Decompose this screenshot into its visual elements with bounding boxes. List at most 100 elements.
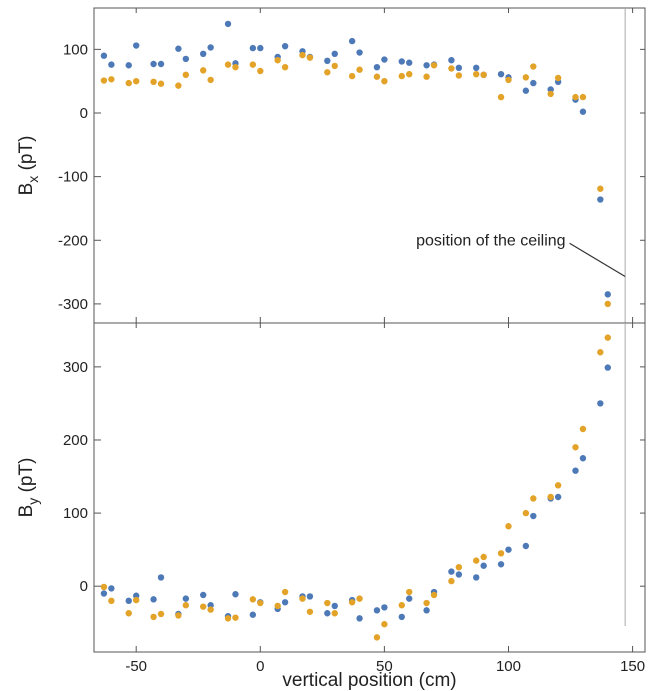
- bx-point-series-1: [423, 62, 430, 69]
- bx-point-series-2: [356, 66, 363, 73]
- bx-point-series-2: [373, 73, 381, 80]
- by-point-series-2: [597, 349, 604, 356]
- bx-point-series-1: [132, 42, 140, 49]
- by-point-series-2: [604, 334, 611, 341]
- by-point-series-2: [530, 495, 537, 502]
- by-point-series-2: [547, 493, 554, 501]
- x-tick-label: 100: [496, 658, 521, 675]
- by-point-series-1: [306, 593, 314, 600]
- bx-point-series-1: [356, 49, 363, 56]
- by-point-series-2: [182, 602, 190, 609]
- by-point-series-2: [497, 550, 505, 557]
- bx-point-series-1: [473, 64, 480, 72]
- by-point-series-1: [448, 568, 455, 575]
- bx-point-series-1: [100, 52, 108, 59]
- x-axis-title: vertical position (cm): [282, 670, 456, 691]
- bx-point-series-2: [281, 63, 289, 71]
- bx-point-series-2: [249, 61, 257, 68]
- by-point-series-2: [505, 523, 512, 530]
- bx-point-series-1: [348, 37, 356, 45]
- bx-point-series-1: [331, 50, 338, 58]
- by-point-series-2: [125, 610, 132, 617]
- bx-ytick-label: 100: [63, 41, 88, 58]
- by-point-series-1: [331, 602, 338, 610]
- by-point-series-1: [200, 591, 207, 599]
- bx-point-series-2: [175, 82, 182, 89]
- by-point-series-2: [455, 563, 463, 571]
- bx-point-series-1: [224, 20, 232, 28]
- by-point-series-2: [157, 610, 165, 618]
- bx-point-series-1: [175, 45, 182, 52]
- by-point-series-1: [572, 467, 579, 474]
- bx-point-series-1: [324, 57, 331, 65]
- bx-point-series-1: [579, 108, 587, 115]
- bx-point-series-1: [522, 87, 530, 94]
- by-point-series-1: [207, 602, 214, 609]
- by-point-series-2: [274, 602, 281, 610]
- bx-point-series-2: [497, 93, 505, 101]
- bx-ylabel: Bx (pT): [16, 136, 41, 196]
- by-point-series-1: [157, 574, 165, 581]
- bx-point-series-2: [406, 70, 413, 78]
- bx-point-series-2: [324, 69, 331, 76]
- by-point-series-2: [224, 615, 232, 622]
- by-point-series-2: [281, 588, 289, 596]
- bx-ytick-label: -200: [58, 232, 88, 249]
- by-ytick-label: 0: [80, 578, 88, 595]
- by-ytick-label: 100: [63, 505, 88, 522]
- bx-ytick-label: 0: [80, 105, 88, 122]
- by-point-series-2: [100, 583, 108, 591]
- by-point-series-2: [398, 602, 405, 609]
- bx-point-series-2: [200, 67, 207, 74]
- bx-point-series-2: [455, 72, 463, 79]
- by-point-series-1: [522, 542, 530, 550]
- bx-point-series-1: [200, 50, 207, 58]
- bx-point-series-1: [381, 56, 388, 63]
- bx-point-series-2: [430, 62, 438, 69]
- bx-point-series-2: [100, 77, 108, 84]
- bx-point-series-2: [125, 79, 132, 87]
- by-point-series-1: [554, 493, 562, 501]
- x-tick-label: 0: [256, 658, 264, 675]
- bx-point-series-2: [604, 300, 611, 308]
- bx-point-series-1: [448, 56, 455, 64]
- by-panel: 300 200 100 0 By (pT): [16, 322, 646, 653]
- by-point-series-2: [579, 425, 587, 433]
- by-point-series-1: [373, 607, 381, 614]
- by-point-series-2: [175, 612, 182, 619]
- by-point-series-2: [430, 591, 438, 599]
- by-point-series-1: [182, 595, 190, 602]
- bx-frame: [93, 7, 646, 324]
- by-ylabel: By (pT): [16, 458, 41, 518]
- by-point-series-2: [299, 595, 306, 602]
- by-point-series-2: [448, 577, 455, 585]
- bx-point-series-2: [157, 80, 165, 87]
- bx-point-series-2: [480, 71, 487, 79]
- x-tick-label: 50: [376, 658, 393, 675]
- bx-point-series-1: [547, 86, 554, 93]
- by-point-series-1: [597, 400, 604, 407]
- by-point-series-2: [207, 606, 214, 613]
- bx-point-series-1: [182, 55, 190, 63]
- by-point-series-1: [406, 595, 413, 602]
- by-point-series-2: [108, 597, 115, 605]
- bx-point-series-2: [348, 72, 356, 80]
- bx-point-series-1: [125, 62, 132, 69]
- bx-point-series-2: [547, 90, 554, 98]
- bx-point-series-2: [579, 93, 587, 101]
- bx-point-series-2: [423, 73, 430, 80]
- bx-point-series-1: [597, 196, 604, 203]
- by-point-series-1: [324, 610, 331, 617]
- bx-point-series-1: [530, 79, 537, 87]
- by-ytick-label: 300: [63, 359, 88, 376]
- by-point-series-2: [381, 621, 388, 628]
- bx-point-series-2: [306, 54, 314, 61]
- by-point-series-2: [324, 599, 331, 607]
- bx-point-series-2: [182, 71, 190, 79]
- bx-ytick-label: -300: [58, 296, 88, 313]
- by-point-series-1: [132, 592, 140, 599]
- bx-point-series-1: [398, 58, 405, 65]
- bx-point-series-1: [207, 44, 214, 51]
- by-point-series-1: [455, 571, 463, 578]
